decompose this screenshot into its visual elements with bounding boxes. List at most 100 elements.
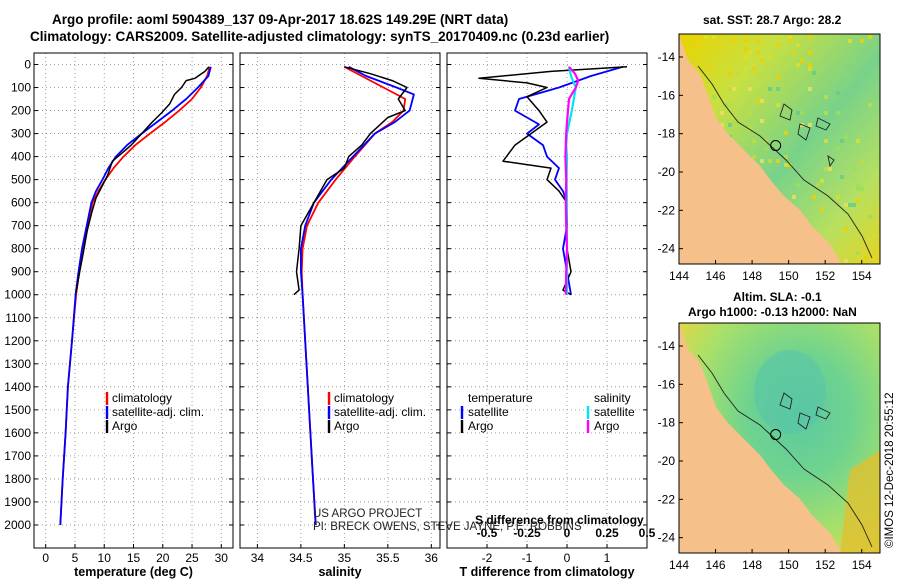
map-lon-tick-label: 154 [852,558,872,572]
sst-pixel [788,39,792,43]
map-lon-tick-label: 154 [852,269,872,283]
x-axis-label: salinity [318,565,361,579]
map-lat-tick-label: -24 [658,242,676,256]
sst-pixel [728,87,732,91]
figure-title-line2: Climatology: CARS2009. Satellite-adjuste… [30,29,609,44]
sst-pixel [860,187,864,191]
sst-pixel [764,147,768,151]
argo-float-marker [770,429,782,441]
sst-pixel [828,167,832,171]
map-lon-tick-label: 146 [706,269,726,283]
sst-pixel [856,199,860,203]
map-lat-tick-label: -14 [658,339,676,353]
reef-4 [827,155,835,168]
map-lat-tick-label: -20 [658,165,676,179]
reef-3 [815,406,831,420]
map-lat-tick-label: -24 [658,531,676,545]
salinity-difference-tick-label: 0.5 [639,526,656,540]
sst-pixel [824,167,828,171]
sst-pixel [808,63,812,67]
x-tick-label: 0 [564,551,571,565]
sst-pixel [760,59,764,63]
map-lon-tick-label: 152 [815,269,835,283]
sst-pixel [868,215,872,219]
sst-pixel [820,179,824,183]
legend-label-t-satellite: satellite [468,405,509,419]
series-line-climatology [300,66,407,526]
sst-pixel [836,147,840,151]
sst-pixel [756,39,760,43]
sst-pixel [844,135,848,139]
depth-tick-label: 800 [11,242,31,256]
sst-pixel [792,195,796,199]
map-lat-tick-label: -16 [658,88,676,102]
depth-tick-label: 300 [11,127,31,141]
depth-tick-label: 0 [24,58,31,72]
depth-tick-label: 1900 [4,495,31,509]
sst-pixel [856,183,860,187]
sst-map [679,34,880,264]
credit-pis: PI: BRECK OWENS, STEVE JAYNE, P.E. ROBBI… [313,521,582,533]
sst-pixel [784,131,788,135]
sst-pixel [808,51,812,55]
sst-pixel [744,55,748,59]
figure-title-line1: Argo profile: aoml 5904389_137 09-Apr-20… [52,12,508,27]
x-tick-label: 20 [156,551,170,565]
sst-pixel [792,51,796,55]
sst-pixel [720,111,724,115]
reef-2 [797,412,811,430]
sst-pixel [864,255,868,259]
depth-tick-label: 100 [11,81,31,95]
sst-pixel [860,39,864,43]
sst-pixel [728,71,732,75]
sst-pixel [836,195,840,199]
legend-label-climatology: climatology [112,391,172,405]
x-tick-label: 34.5 [289,551,313,565]
sst-pixel [844,259,848,263]
temperature-legend: climatology satellite-adj. clim. Argo [105,391,204,433]
depth-tick-label: 500 [11,173,31,187]
sst-pixel [844,227,848,231]
x-tick-label: 0 [42,551,49,565]
legend-label-s-argo: Argo [594,419,620,433]
legend-label-s-satellite: satellite [594,405,635,419]
sst-pixel [784,155,788,159]
sla-eddy [754,350,826,434]
depth-tick-label: 1600 [4,426,31,440]
sst-pixel [808,67,812,71]
sst-pixel [704,35,708,39]
legend-label-t-argo: Argo [468,419,494,433]
map-lon-tick-label: 148 [742,558,762,572]
sst-pixel [684,51,688,55]
difference-legend: temperature satellite Argo salinity sate… [460,391,635,433]
sst-pixel [752,139,756,143]
x-tick-label: 15 [127,551,141,565]
sst-pixel [776,87,780,91]
map-lat-tick-label: -18 [658,127,676,141]
sst-pixel [776,43,780,47]
depth-tick-label: 700 [11,219,31,233]
sst-pixel [760,119,764,123]
map-lat-tick-label: -22 [658,203,676,217]
x-tick-label: 34 [251,551,265,565]
sst-pixel [872,235,876,239]
sst-pixel [696,43,700,47]
map-lat-tick-label: -18 [658,416,676,430]
australia-land [679,34,842,264]
map-lat-tick-label: -16 [658,377,676,391]
depth-tick-label: 1000 [4,288,31,302]
sst-pixel [800,111,804,115]
sst-map-title: sat. SST: 28.7 Argo: 28.2 [703,13,842,27]
sst-pixel [752,155,756,159]
sst-pixel [868,35,872,39]
sst-pixel [868,103,872,107]
sst-pixel [728,123,732,127]
depth-tick-label: 1400 [4,380,31,394]
depth-tick-label: 1500 [4,403,31,417]
sst-pixel [748,51,752,55]
salinity-difference-tick-label: -0.5 [477,526,498,540]
x-axis-label: T difference from climatology [459,565,634,579]
argo-float-marker [770,140,782,152]
sst-pixel [800,59,804,63]
sst-pixel [736,71,740,75]
